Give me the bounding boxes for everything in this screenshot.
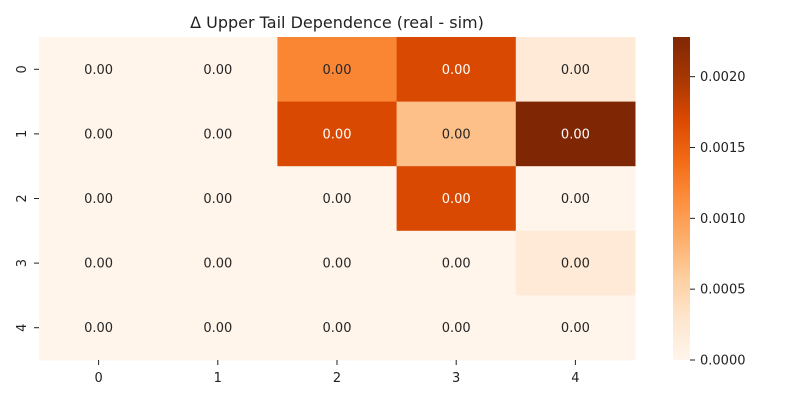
heatmap-cell-4-4 xyxy=(515,295,636,361)
heatmap-cell-4-3 xyxy=(396,295,517,361)
chart-title: Δ Upper Tail Dependence (real - sim) xyxy=(190,13,484,32)
heatmap-cell-0-1 xyxy=(158,37,278,103)
cell-value-label: 0.00 xyxy=(323,127,352,142)
heatmap-cell-0-4 xyxy=(515,37,636,103)
heatmap-cell-3-2 xyxy=(277,230,398,296)
cell-value-label: 0.00 xyxy=(84,257,113,272)
colorbar-tick-label: 0.0005 xyxy=(700,283,746,298)
y-tick-label: 4 xyxy=(15,324,30,332)
heatmap-cell-2-0 xyxy=(39,166,159,232)
colorbar-tick-label: 0.0020 xyxy=(700,70,746,85)
y-tick-label: 2 xyxy=(15,194,30,202)
cell-value-label: 0.00 xyxy=(561,321,590,336)
cell-value-label: 0.00 xyxy=(323,321,352,336)
heatmap-cell-0-2 xyxy=(277,37,398,103)
cell-value-label: 0.00 xyxy=(84,63,113,78)
heatmap-cell-0-0 xyxy=(39,37,159,103)
heatmap-cell-3-3 xyxy=(396,230,517,296)
cell-value-label: 0.00 xyxy=(561,257,590,272)
heatmap-cell-2-3 xyxy=(396,166,517,232)
y-tick-label: 1 xyxy=(15,130,30,138)
cell-value-label: 0.00 xyxy=(442,63,471,78)
colorbar-tick-label: 0.0010 xyxy=(700,212,746,227)
cell-value-label: 0.00 xyxy=(84,321,113,336)
x-tick-label: 4 xyxy=(571,371,579,386)
heatmap-cell-2-2 xyxy=(277,166,398,232)
x-tick-label: 0 xyxy=(94,371,102,386)
y-tick-label: 0 xyxy=(15,65,30,73)
x-tick-label: 3 xyxy=(452,371,460,386)
y-axis: 0 1 2 3 4 xyxy=(15,65,39,332)
heatmap-cell-0-3 xyxy=(396,37,517,103)
cell-value-label: 0.00 xyxy=(323,192,352,207)
heatmap-cell-3-4 xyxy=(515,230,636,296)
colorbar-tick-label: 0.0000 xyxy=(700,354,746,369)
cell-value-label: 0.00 xyxy=(323,63,352,78)
heatmap-cell-1-0 xyxy=(39,101,159,167)
cell-value-label: 0.00 xyxy=(442,127,471,142)
cell-value-label: 0.00 xyxy=(442,257,471,272)
y-tick-label: 3 xyxy=(15,259,30,267)
x-axis: 0 1 2 3 4 xyxy=(94,360,580,386)
cell-value-label: 0.00 xyxy=(84,127,113,142)
cell-value-label: 0.00 xyxy=(203,321,232,336)
cell-value-label: 0.00 xyxy=(203,257,232,272)
cell-value-label: 0.00 xyxy=(203,63,232,78)
cell-value-label: 0.00 xyxy=(442,192,471,207)
cell-value-label: 0.00 xyxy=(203,127,232,142)
cell-value-label: 0.00 xyxy=(203,192,232,207)
colorbar: 0.0000 0.0005 0.0010 0.0015 0.0020 xyxy=(673,37,746,369)
colorbar-gradient xyxy=(673,37,690,360)
x-tick-label: 2 xyxy=(333,371,341,386)
heatmap-cell-1-1 xyxy=(158,101,278,167)
heatmap-cell-4-0 xyxy=(39,295,159,361)
heatmap-cell-3-1 xyxy=(158,230,278,296)
heatmap-cell-4-1 xyxy=(158,295,278,361)
heatmap-cell-1-2 xyxy=(277,101,398,167)
heatmap-cells: 0.00 0.00 0.00 0.00 0.00 0.00 0.00 0.00 0.00 0.00… xyxy=(39,37,636,361)
cell-value-label: 0.00 xyxy=(561,192,590,207)
heatmap-cell-3-0 xyxy=(39,230,159,296)
heatmap-cell-1-4 xyxy=(515,101,636,167)
heatmap-cell-2-1 xyxy=(158,166,278,232)
colorbar-tick-label: 0.0015 xyxy=(700,141,746,156)
x-tick-label: 1 xyxy=(214,371,222,386)
heatmap-cell-1-3 xyxy=(396,101,517,167)
cell-value-label: 0.00 xyxy=(323,257,352,272)
cell-value-label: 0.00 xyxy=(442,321,471,336)
heatmap-cell-2-4 xyxy=(515,166,636,232)
cell-value-label: 0.00 xyxy=(84,192,113,207)
heatmap-cell-4-2 xyxy=(277,295,398,361)
cell-value-label: 0.00 xyxy=(561,127,590,142)
cell-value-label: 0.00 xyxy=(561,63,590,78)
